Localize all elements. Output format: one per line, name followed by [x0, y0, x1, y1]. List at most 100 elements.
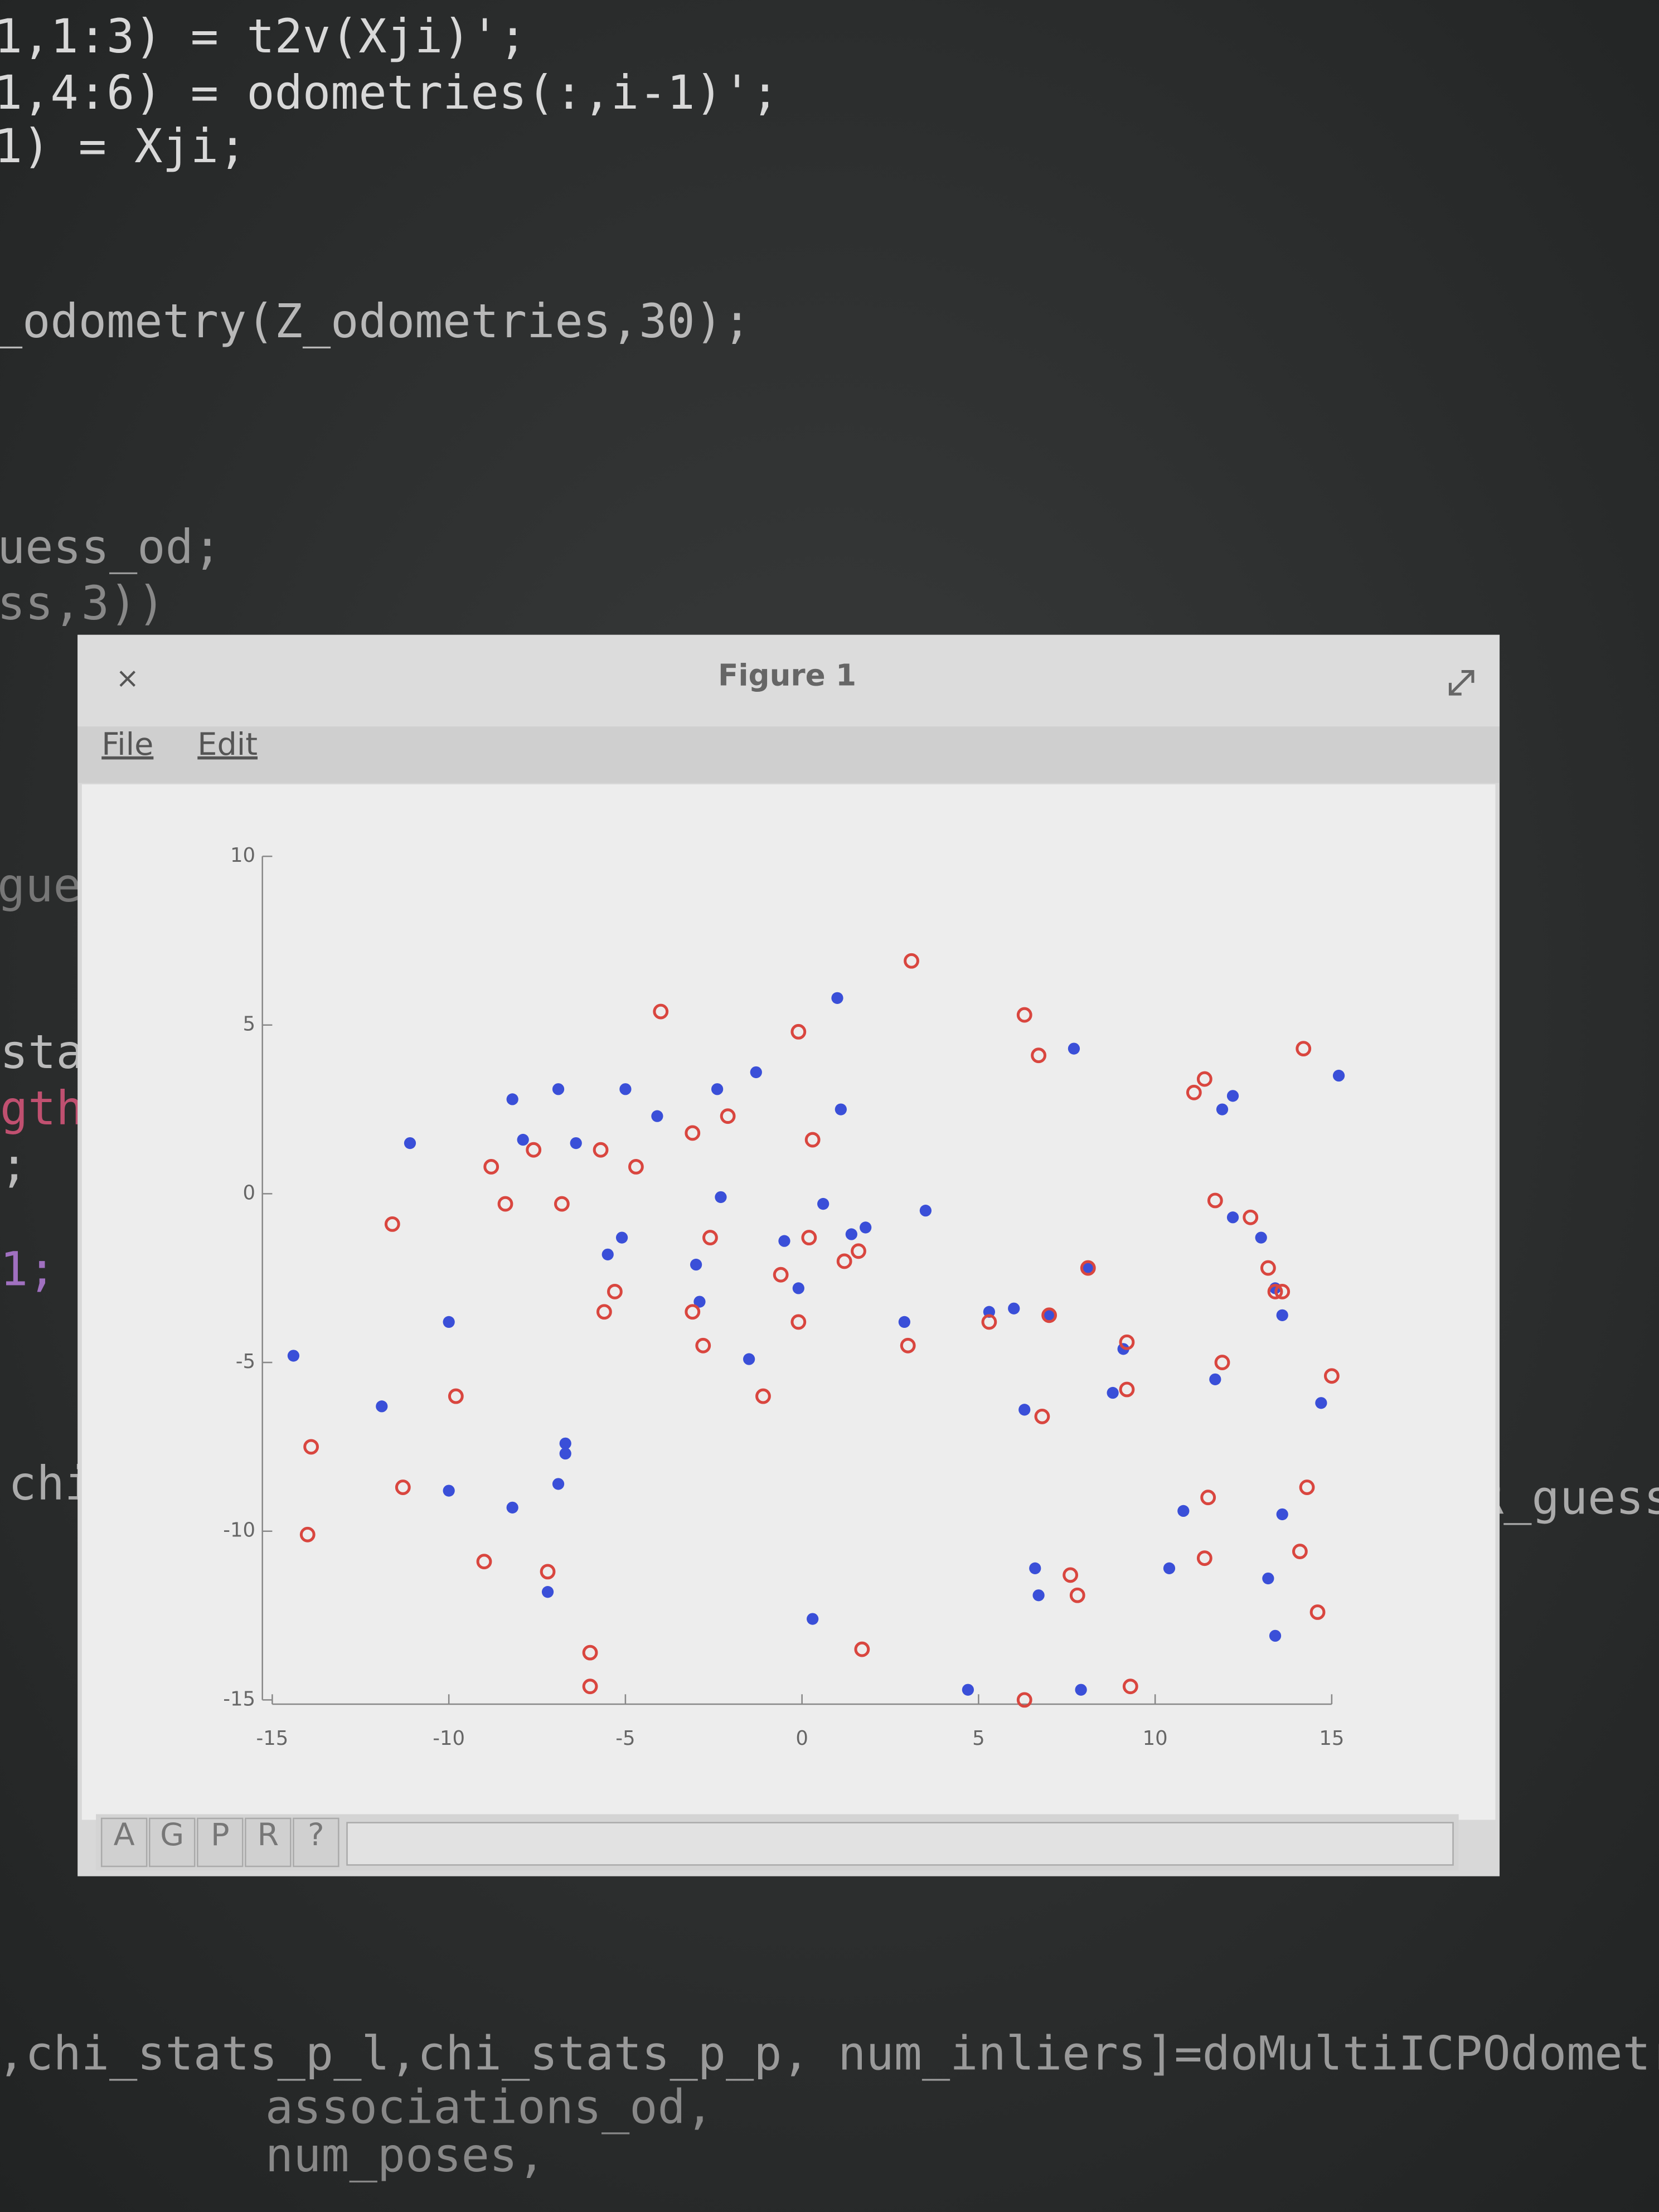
- code-line: num_poses,: [265, 2128, 546, 2182]
- point: [851, 1243, 866, 1259]
- point: [755, 1388, 771, 1404]
- point: [836, 1253, 852, 1269]
- point: [1107, 1386, 1119, 1399]
- point: [443, 1316, 455, 1328]
- point: [615, 1231, 628, 1244]
- point: [835, 1103, 847, 1115]
- code-line: 1,1:3) = t2v(Xji)';: [0, 9, 527, 64]
- point: [807, 1613, 819, 1625]
- point: [1200, 1490, 1216, 1506]
- menu-edit[interactable]: Edit: [197, 726, 258, 763]
- toolbar-button[interactable]: [148, 1817, 196, 1867]
- point: [1315, 1397, 1327, 1409]
- point: [854, 1641, 870, 1657]
- point: [1069, 1587, 1085, 1603]
- code-line: 1) = Xji;: [0, 119, 246, 173]
- point: [1031, 1047, 1047, 1064]
- x-tick-label: 10: [1143, 1727, 1168, 1750]
- point: [900, 1337, 916, 1354]
- point: [1080, 1260, 1096, 1276]
- point: [601, 1248, 614, 1260]
- code-line: 1;: [0, 1242, 56, 1297]
- point: [778, 1235, 790, 1247]
- point: [517, 1133, 529, 1146]
- point: [1276, 1309, 1288, 1321]
- point: [790, 1314, 807, 1330]
- point: [559, 1437, 571, 1449]
- point: [619, 1083, 632, 1095]
- code-line: gth: [0, 1081, 84, 1136]
- point: [962, 1684, 974, 1696]
- point: [476, 1554, 492, 1570]
- toolbar-button[interactable]: [245, 1817, 292, 1867]
- point: [1332, 1069, 1345, 1082]
- toolbar-button[interactable]: [293, 1817, 339, 1867]
- x-tick-label: 0: [795, 1727, 808, 1750]
- code-line: uess_od;: [0, 520, 221, 574]
- maximize-button[interactable]: [1448, 670, 1474, 696]
- point: [395, 1479, 411, 1495]
- code-editor: 1,1:3) = t2v(Xji)';1,4:6) = odometries(:…: [0, 9, 1659, 2182]
- point: [540, 1564, 556, 1580]
- point: [1255, 1231, 1267, 1244]
- point: [448, 1388, 464, 1404]
- code-line: ss,3)): [0, 576, 166, 630]
- toolbar-button-label: R: [257, 1817, 279, 1853]
- point: [607, 1284, 623, 1299]
- y-tick-label: -10: [223, 1519, 255, 1542]
- window-title: Figure 1: [718, 658, 856, 692]
- point: [554, 1196, 570, 1212]
- y-tick-label: -5: [236, 1350, 255, 1373]
- x-tick-label: -10: [433, 1727, 465, 1750]
- code-line: ,chi_stats_p_l,chi_stats_p_p, num_inlier…: [0, 2026, 1659, 2081]
- point: [1016, 1007, 1032, 1023]
- point: [1186, 1084, 1202, 1100]
- point: [404, 1137, 416, 1149]
- toolbar-button[interactable]: [197, 1817, 244, 1867]
- point: [1296, 1041, 1312, 1057]
- point: [1243, 1209, 1259, 1225]
- point: [1262, 1572, 1274, 1585]
- point: [303, 1439, 319, 1455]
- point: [1226, 1090, 1239, 1102]
- point: [1119, 1334, 1135, 1350]
- code-line: R_guess: [1476, 1471, 1659, 1525]
- point: [1276, 1508, 1288, 1521]
- point: [559, 1447, 571, 1460]
- point: [845, 1228, 857, 1240]
- x-tick-label: 15: [1319, 1727, 1344, 1750]
- close-button[interactable]: ×: [116, 661, 139, 694]
- point: [1309, 1604, 1326, 1620]
- toolbar-button-label: P: [211, 1817, 230, 1853]
- point: [1207, 1192, 1223, 1209]
- point: [552, 1083, 565, 1095]
- scatter-plot: -15 -10 -5 0 5 10 -15 -10 -5 0 5 10 15: [223, 844, 1345, 1750]
- point: [593, 1142, 609, 1158]
- point: [695, 1337, 711, 1354]
- point: [1082, 1262, 1094, 1274]
- point: [715, 1191, 727, 1204]
- y-tick-label: 5: [243, 1013, 256, 1036]
- menu-file[interactable]: File: [101, 726, 153, 763]
- point: [1260, 1260, 1276, 1276]
- point: [1274, 1284, 1291, 1299]
- point: [702, 1230, 718, 1246]
- point: [582, 1645, 598, 1661]
- point: [804, 1132, 821, 1148]
- point: [506, 1093, 518, 1105]
- toolbar-buttons: A G P R?: [100, 1817, 339, 1867]
- point: [1299, 1479, 1315, 1495]
- point: [1018, 1404, 1031, 1416]
- toolbar-button[interactable]: [100, 1817, 148, 1867]
- point: [299, 1526, 316, 1542]
- point: [750, 1066, 762, 1079]
- point: [743, 1353, 755, 1365]
- point: [526, 1142, 542, 1158]
- point: [541, 1586, 554, 1598]
- point: [1292, 1544, 1308, 1559]
- point: [483, 1159, 499, 1175]
- point: [1216, 1103, 1229, 1115]
- toolbar-button-label: A: [114, 1817, 135, 1853]
- status-field: [346, 1822, 1454, 1866]
